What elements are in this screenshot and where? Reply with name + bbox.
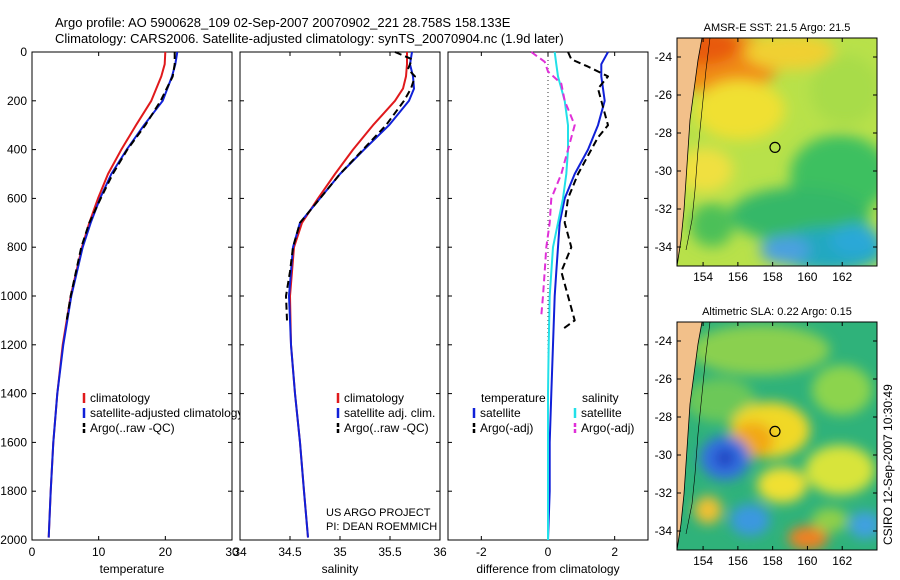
difference-panel: -2 0 2 difference from climatology temperatu… (447, 51, 649, 576)
legend-label: Argo(..raw -QC) (90, 421, 175, 435)
y-tick-label: 1400 (0, 387, 27, 401)
map-y-tick-label: -24 (655, 50, 673, 64)
series-line-temperature-satellite (547, 51, 609, 541)
legend-title-salinity: salinity (582, 391, 619, 405)
side-timestamp-label: CSIRO 12-Sep-2007 10:30:49 (881, 384, 895, 545)
sla-shelf-contour (685, 322, 711, 535)
y-tick-label: 2000 (0, 533, 27, 547)
map-y-tick-label: -28 (655, 126, 673, 140)
x-tick-label: 10 (92, 545, 106, 559)
chart-title-line2: Climatology: CARS2006. Satellite-adjuste… (55, 31, 564, 46)
y-tick-label: 1600 (0, 435, 27, 449)
sst-map: 154 156 158 160 162 -24 -26 -28 -30 -32 -34 (655, 37, 878, 284)
x-axis-label: salinity (322, 562, 359, 576)
y-tick-label: 200 (7, 94, 27, 108)
legend-label: satellite adj. clim. (344, 406, 435, 420)
map-x-tick-label: 156 (728, 270, 748, 284)
x-tick-label: 35.5 (378, 545, 402, 559)
map-x-tick-label: 162 (832, 554, 852, 568)
y-tick-label: 800 (7, 240, 27, 254)
plot-frame (239, 51, 441, 541)
map-x-tick-label: 154 (693, 554, 713, 568)
legend-title-temperature: temperature (481, 391, 546, 405)
sla-coastline (677, 322, 703, 550)
sla-map-frame (676, 321, 878, 551)
map-y-tick-label: -30 (655, 448, 673, 462)
sla-argo-float-marker (769, 425, 781, 437)
legend-label: climatology (344, 391, 404, 405)
sst-map-title: AMSR-E SST: 21.5 Argo: 21.5 (704, 22, 851, 34)
sst-land (677, 38, 702, 266)
credit-line1: US ARGO PROJECT (326, 507, 431, 519)
x-tick-label: 30 (225, 545, 239, 559)
x-tick-label: 34.5 (278, 545, 302, 559)
legend-label: satellite-adjusted climatology (90, 406, 243, 420)
sla-land (677, 322, 702, 550)
legend-label: satellite (581, 406, 622, 420)
x-tick-label: 34 (233, 545, 247, 559)
legend-label: climatology (90, 391, 150, 405)
map-y-tick-label: -26 (655, 88, 673, 102)
y-tick-label: 1200 (0, 338, 27, 352)
series-line-temperature-argo-adj- (560, 51, 609, 332)
map-y-tick-label: -32 (655, 202, 673, 216)
map-x-tick-label: 154 (693, 270, 713, 284)
plot-frame (31, 51, 233, 541)
sst-map-frame (676, 37, 878, 267)
sst-shelf-contour (685, 38, 711, 251)
sla-map-title: Altimetric SLA: 0.22 Argo: 0.15 (702, 306, 852, 318)
sst-coastline (677, 38, 703, 266)
salinity-panel: 34 34.5 35 35.5 36 salinity climatologysatelli… (233, 51, 447, 576)
map-x-tick-label: 160 (797, 270, 817, 284)
x-tick-label: 35 (333, 545, 347, 559)
series-line-salinity-argo-adj- (530, 51, 576, 316)
x-tick-label: 20 (159, 545, 173, 559)
map-y-tick-label: -34 (655, 524, 673, 538)
map-y-tick-label: -28 (655, 410, 673, 424)
sla-axes: 154 156 158 160 162 -24 -26 -28 -30 -32 -34 (655, 322, 877, 568)
x-tick-label: 2 (611, 545, 618, 559)
x-tick-label: -2 (476, 545, 487, 559)
map-y-tick-label: -32 (655, 486, 673, 500)
map-x-tick-label: 162 (832, 270, 852, 284)
series-line-argo-raw-qc- (65, 52, 176, 321)
legend-label: Argo(-adj) (581, 421, 634, 435)
series-line-satellite-adj-clim- (288, 51, 415, 538)
sla-map: 154 156 158 160 162 -24 -26 -28 -30 -32 -34 (655, 321, 878, 568)
legend-label: Argo(..raw -QC) (344, 421, 429, 435)
map-y-tick-label: -26 (655, 372, 673, 386)
x-axis-label: temperature (100, 562, 165, 576)
x-axis-label: difference from climatology (476, 562, 619, 576)
sst-argo-float-marker (769, 141, 781, 153)
legend-label: satellite (480, 406, 521, 420)
map-y-tick-label: -34 (655, 240, 673, 254)
map-x-tick-label: 156 (728, 554, 748, 568)
sst-field (677, 38, 877, 266)
x-tick-label: 36 (433, 545, 447, 559)
map-y-tick-label: -24 (655, 334, 673, 348)
map-x-tick-label: 160 (797, 554, 817, 568)
y-tick-label: 400 (7, 143, 27, 157)
series-line-argo-raw-qc- (285, 51, 416, 321)
y-tick-label: 1000 (0, 289, 27, 303)
map-x-tick-label: 158 (763, 270, 783, 284)
x-tick-label: 0 (545, 545, 552, 559)
map-x-tick-label: 158 (763, 554, 783, 568)
legend-label: Argo(-adj) (480, 421, 533, 435)
chart-title-line1: Argo profile: AO 5900628_109 02-Sep-2007… (55, 15, 511, 30)
sst-axes: 154 156 158 160 162 -24 -26 -28 -30 -32 -34 (655, 38, 877, 284)
x-tick-label: 0 (29, 545, 36, 559)
y-tick-label: 0 (20, 45, 27, 59)
credit-line2: PI: DEAN ROEMMICH (326, 521, 437, 533)
y-tick-label: 600 (7, 191, 27, 205)
y-tick-label: 1800 (0, 484, 27, 498)
map-y-tick-label: -30 (655, 164, 673, 178)
